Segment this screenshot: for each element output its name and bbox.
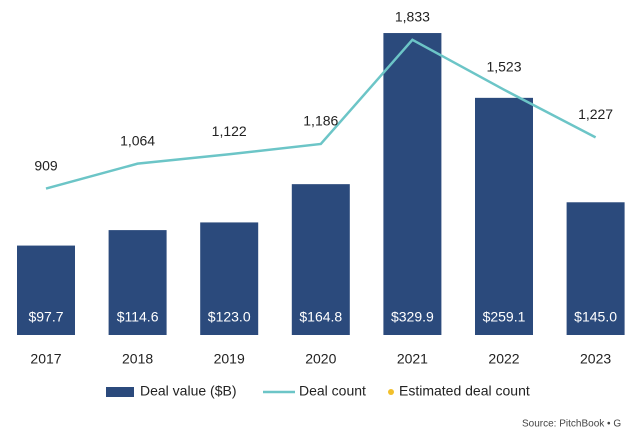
line-value-label: 1,122	[212, 123, 247, 139]
x-tick-label: 2018	[122, 351, 153, 367]
line	[45, 38, 597, 190]
source: Source: PitchBook • G	[522, 419, 621, 430]
bar	[383, 33, 442, 335]
x-tick-label: 2021	[397, 351, 428, 367]
bar-value-label: $329.9	[391, 309, 434, 325]
legend-label: Deal count	[299, 383, 366, 399]
legend-swatch	[106, 387, 134, 397]
legend-label: Estimated deal count	[399, 383, 530, 399]
x-tick-label: 2019	[214, 351, 245, 367]
bar	[200, 222, 259, 335]
bar	[291, 184, 350, 335]
legend-swatch	[388, 389, 394, 395]
x-tick-label: 2023	[580, 351, 611, 367]
bar-value-label: $259.1	[483, 309, 526, 325]
x-tick-label: 2017	[30, 351, 61, 367]
bar-value-label: $114.6	[117, 309, 159, 325]
bar-value-label: $164.8	[299, 309, 342, 325]
bar	[566, 202, 625, 335]
bar	[108, 230, 167, 335]
line-value-label: 1,227	[578, 106, 613, 122]
line-value-label: 1,186	[303, 113, 338, 129]
line-value-label: 909	[34, 157, 58, 173]
x-tick-label: 2022	[488, 351, 519, 367]
bar-value-label: $123.0	[208, 309, 251, 325]
bar-value-label: $145.0	[574, 309, 617, 325]
legend-label: Deal value ($B)	[140, 383, 237, 399]
line-value-label: 1,833	[395, 8, 430, 24]
line-value-label: 1,523	[486, 58, 521, 74]
bar-value-label: $97.7	[28, 309, 63, 325]
x-tick-label: 2020	[305, 351, 336, 367]
bar	[475, 97, 533, 335]
line-value-label: 1,064	[120, 132, 155, 148]
bar	[17, 245, 75, 335]
